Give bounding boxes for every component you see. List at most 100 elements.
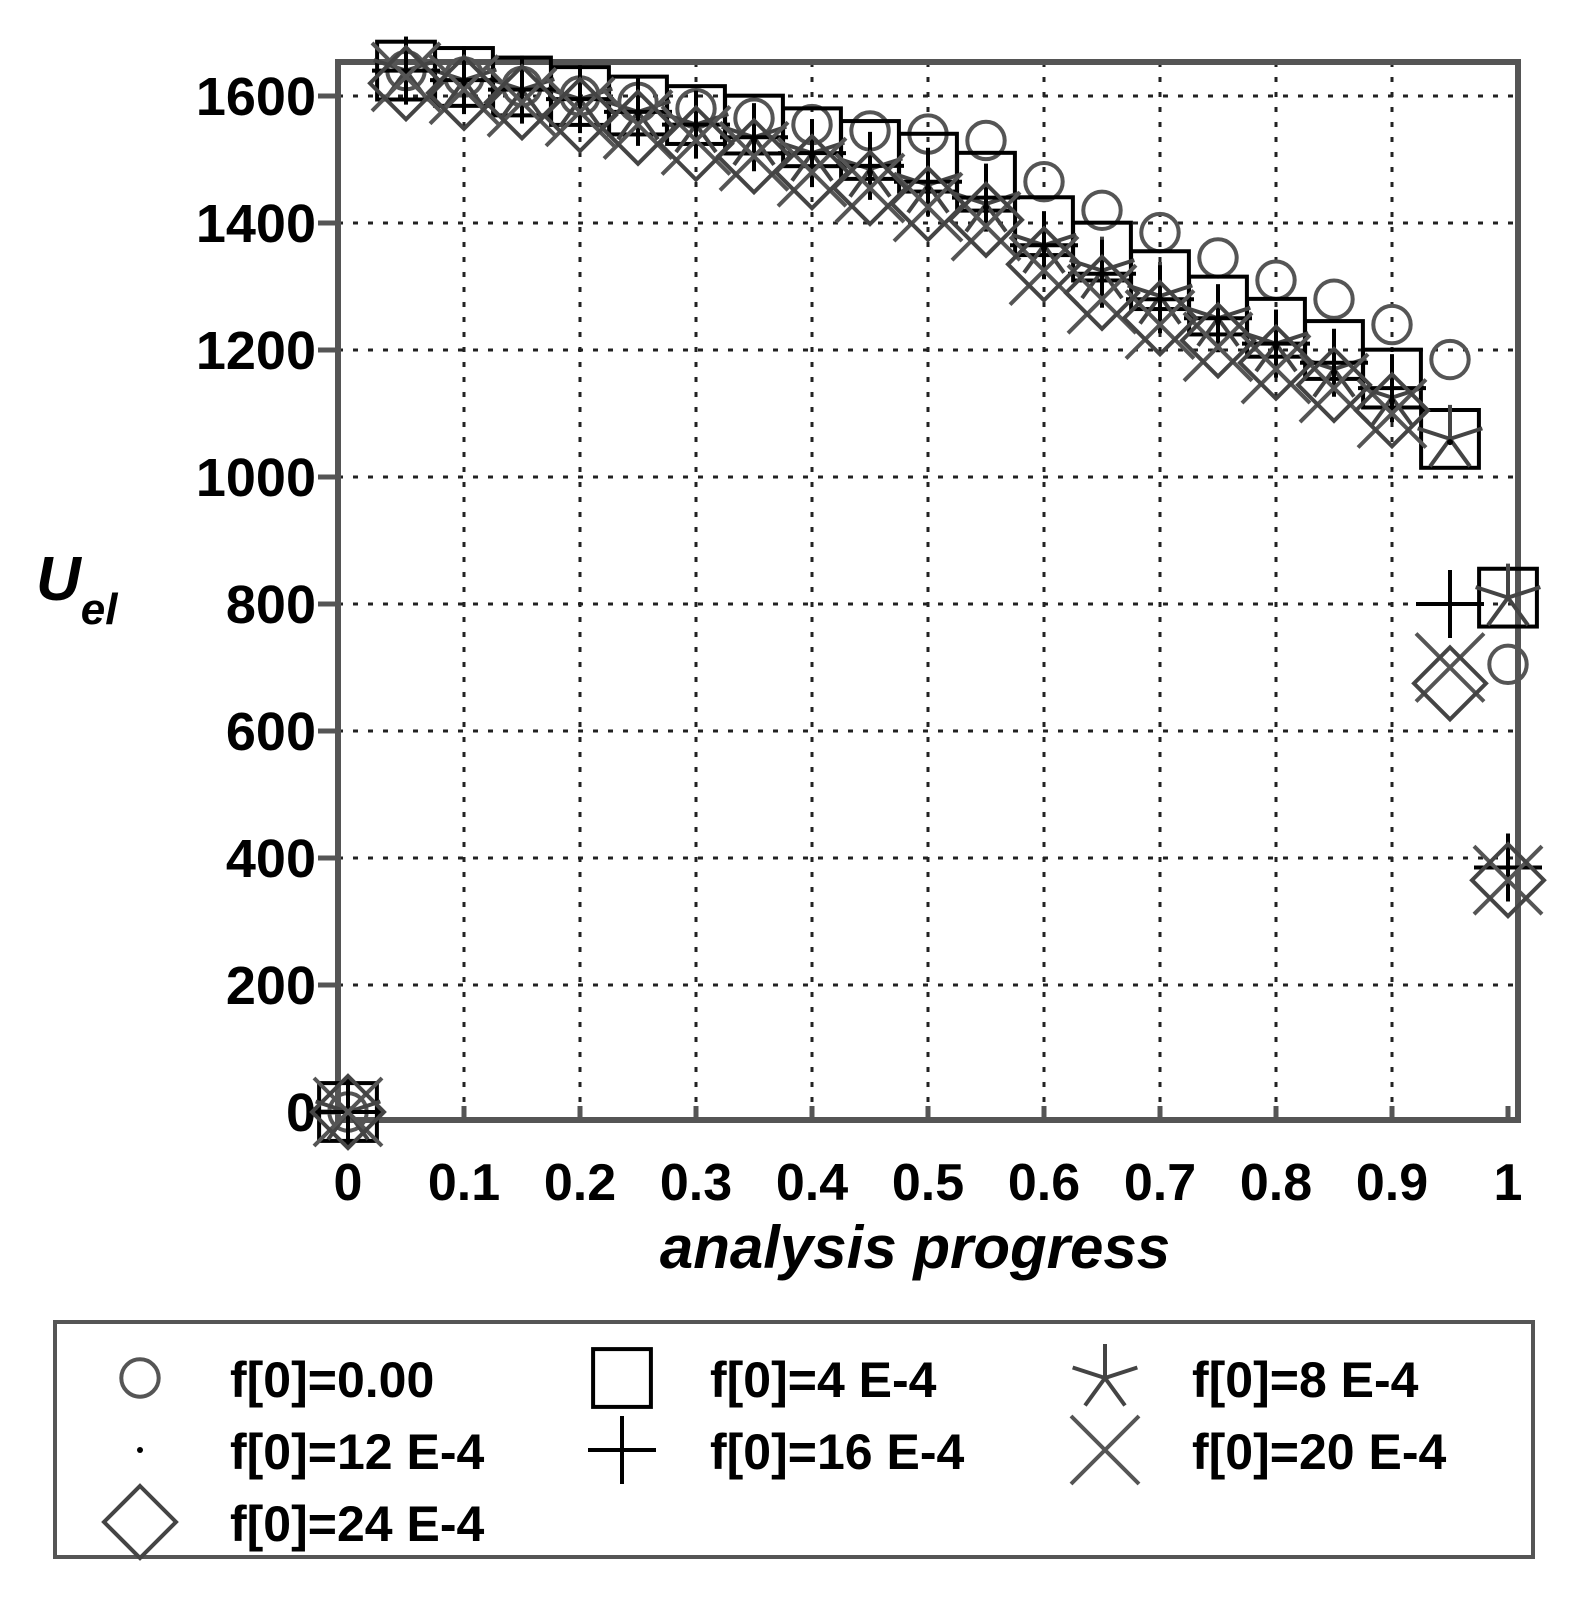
y-tick-label: 1000 [196, 448, 316, 508]
data-point [1414, 632, 1486, 703]
data-point [1240, 333, 1312, 405]
x-tick-label: 0.1 [428, 1154, 500, 1212]
data-point [1469, 841, 1547, 920]
data-point [715, 117, 793, 196]
x-tick-label: 0.5 [892, 1154, 964, 1212]
data-point [1475, 563, 1541, 627]
x-tick-label: 1 [1494, 1154, 1523, 1212]
y-tick-label: 400 [226, 829, 316, 889]
y-tick-label: 1200 [196, 321, 316, 381]
data-point [486, 66, 558, 138]
data-point [1447, 439, 1453, 446]
legend-label: f[0]=24 E-4 [230, 1496, 484, 1552]
data-point [776, 136, 848, 208]
data-point [1353, 371, 1431, 450]
data-point [367, 44, 445, 123]
legend-marker-plus [588, 1416, 656, 1484]
legend-box [53, 1320, 1535, 1559]
data-point [1416, 570, 1484, 638]
data-point [1197, 237, 1239, 279]
x-tick-label: 0.4 [776, 1154, 848, 1212]
data-point [718, 120, 790, 192]
data-point [1255, 259, 1297, 301]
legend-marker-square [591, 1347, 653, 1409]
data-point [834, 152, 906, 224]
data-point [1429, 338, 1471, 381]
data-point [892, 171, 964, 243]
x-tick-label: 0.6 [1008, 1154, 1080, 1212]
data-point [1371, 303, 1413, 346]
data-point [599, 88, 677, 167]
legend-item: f[0]=12 E-4 [137, 1424, 484, 1480]
data-point [428, 54, 500, 126]
data-point [1237, 323, 1315, 402]
legend-item: f[0]=0.00 [119, 1352, 434, 1408]
legend-marker-dot [137, 1447, 143, 1453]
legend-marker-diamond [101, 1483, 179, 1561]
data-point [1472, 844, 1544, 916]
legend-label: f[0]=12 E-4 [230, 1424, 484, 1480]
y-tick-label: 600 [226, 702, 316, 762]
data-point [1313, 278, 1355, 320]
legend-label: f[0]=0.00 [230, 1352, 434, 1408]
legend-label: f[0]=16 E-4 [710, 1424, 964, 1480]
data-point [602, 89, 674, 160]
data-point [1005, 225, 1083, 304]
x-tick-label: 0.2 [544, 1154, 616, 1212]
legend: f[0]=0.00 f[0]=4 E-4 f[0]=8 E-4 f[0]=12 E-4… [53, 1320, 1535, 1561]
data-point [1023, 161, 1065, 203]
data-point [425, 53, 503, 132]
y-tick-label: 1600 [196, 67, 316, 127]
series-x [312, 41, 1544, 1148]
data-point [1411, 644, 1489, 723]
grid-lines [338, 62, 1518, 1120]
data-point [1063, 254, 1141, 332]
data-point [1081, 189, 1123, 232]
x-axis-label: analysis progress [660, 1214, 1170, 1281]
legend-marker-circle [119, 1357, 161, 1399]
legend-item: f[0]=24 E-4 [101, 1483, 484, 1561]
data-point [541, 76, 619, 154]
legend-item: f[0]=8 E-4 [1072, 1344, 1419, 1408]
data-points [309, 36, 1547, 1151]
x-tick-label: 0 [334, 1154, 363, 1212]
data-point [1124, 289, 1196, 361]
data-point [889, 165, 967, 243]
x-tick-label: 0.9 [1356, 1154, 1428, 1212]
data-point [947, 180, 1025, 259]
y-tick-label: 800 [226, 575, 316, 635]
data-point [544, 76, 616, 148]
data-point [483, 63, 561, 142]
legend-label: f[0]=8 E-4 [1192, 1352, 1419, 1408]
data-point [312, 1076, 384, 1148]
data-point [1295, 346, 1373, 424]
x-tick-label: 0.7 [1124, 1154, 1196, 1212]
y-axis-label: Uel [36, 545, 118, 634]
data-point [831, 149, 909, 227]
data-point [1179, 301, 1257, 380]
legend-label: f[0]=20 E-4 [1192, 1424, 1446, 1480]
y-axis-label-main: U [36, 545, 83, 614]
data-point [370, 41, 442, 113]
series-diamond [309, 44, 1547, 1151]
x-tick-label: 0.3 [660, 1154, 732, 1212]
y-axis-label-sub: el [81, 585, 118, 634]
data-point [965, 119, 1007, 162]
x-tick-label: 0.8 [1240, 1154, 1312, 1212]
legend-label: f[0]=4 E-4 [710, 1352, 937, 1408]
data-point [1182, 311, 1254, 383]
legend-item: f[0]=20 E-4 [1069, 1414, 1446, 1486]
data-point [660, 105, 732, 176]
legend-marker-star [1072, 1344, 1138, 1407]
data-point [309, 1073, 387, 1151]
data-point [773, 133, 851, 212]
data-point [1487, 643, 1529, 686]
y-tick-label: 200 [226, 956, 316, 1016]
data-point [1066, 263, 1138, 335]
x-axis: 0 0.1 0.2 0.3 0.4 0.5 0.6 0.7 0.8 0.9 1 [334, 1106, 1523, 1212]
data-point [952, 163, 1020, 232]
y-tick-label: 1400 [196, 194, 316, 254]
data-point [657, 104, 735, 183]
